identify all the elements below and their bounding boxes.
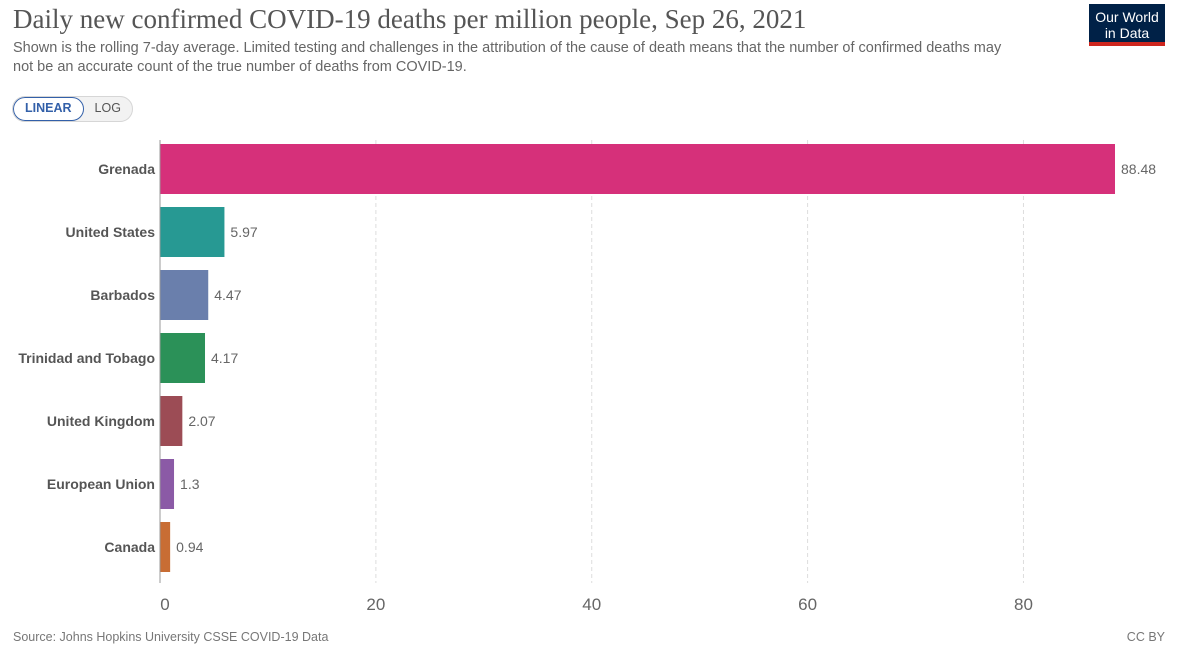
logo-line-2: in Data xyxy=(1104,25,1150,41)
bar xyxy=(160,396,183,446)
category-label: European Union xyxy=(47,476,155,492)
chart-title: Daily new confirmed COVID-19 deaths per … xyxy=(13,4,807,34)
category-label: Trinidad and Tobago xyxy=(18,350,155,366)
value-label: 4.47 xyxy=(214,287,241,303)
x-tick-label: 60 xyxy=(798,595,817,614)
bar xyxy=(160,144,1115,194)
x-tick-label: 0 xyxy=(160,595,169,614)
bar xyxy=(160,333,206,383)
category-label: United Kingdom xyxy=(47,413,155,429)
value-label: 5.97 xyxy=(230,224,257,240)
linear-scale-button[interactable]: LINEAR xyxy=(13,97,84,121)
value-label: 4.17 xyxy=(211,350,238,366)
value-label: 2.07 xyxy=(188,413,215,429)
category-label: Grenada xyxy=(98,161,155,177)
bar-chart: 0 20 40 60 80 Grenada 88.48 United States 5.97 Ba… xyxy=(18,140,1156,614)
logo-line-1: Our World xyxy=(1095,9,1159,25)
chart-subtitle: Shown is the rolling 7-day average. Limi… xyxy=(13,40,1002,75)
category-label: United States xyxy=(66,224,156,240)
license-link[interactable]: CC BY xyxy=(1126,630,1165,644)
bar xyxy=(160,207,225,257)
log-scale-button[interactable]: LOG xyxy=(94,101,121,115)
bar xyxy=(160,522,171,572)
bar xyxy=(160,270,209,320)
category-label: Barbados xyxy=(90,287,155,303)
bar xyxy=(160,459,175,509)
scale-toggle: LINEAR LOG xyxy=(12,96,133,122)
value-label: 1.3 xyxy=(180,476,200,492)
value-label: 88.48 xyxy=(1121,161,1156,177)
category-label: Canada xyxy=(104,539,155,555)
owid-logo[interactable]: Our World in Data xyxy=(1089,4,1165,46)
value-label: 0.94 xyxy=(176,539,203,555)
x-tick-label: 40 xyxy=(582,595,601,614)
x-tick-label: 20 xyxy=(366,595,385,614)
source-note[interactable]: Source: Johns Hopkins University CSSE CO… xyxy=(13,630,329,644)
x-tick-label: 80 xyxy=(1014,595,1033,614)
